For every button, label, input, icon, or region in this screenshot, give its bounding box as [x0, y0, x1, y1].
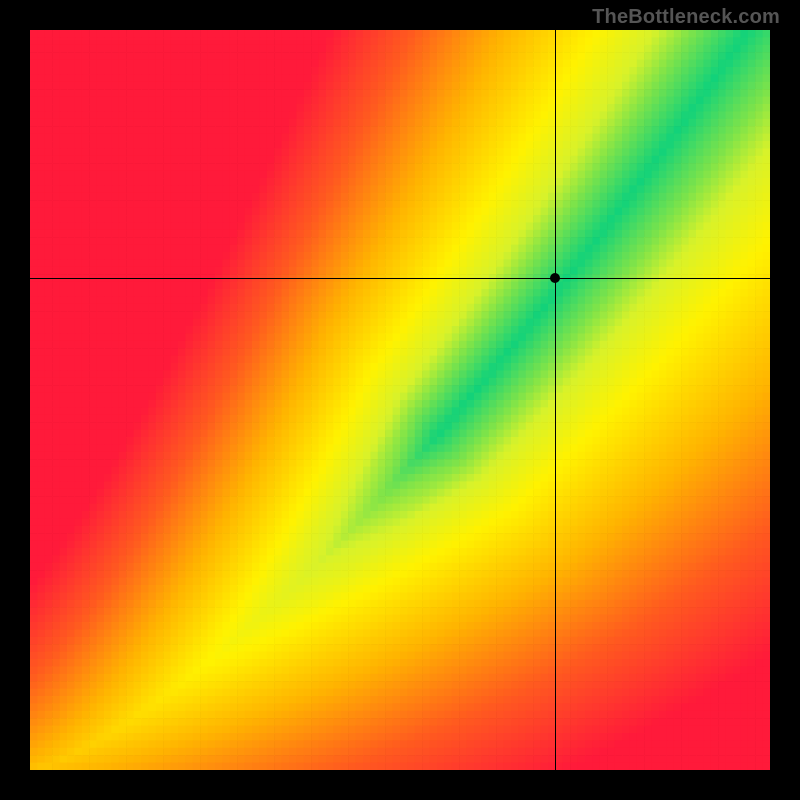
bottleneck-heatmap: [30, 30, 770, 770]
crosshair-horizontal: [30, 278, 770, 279]
heatmap-container: [30, 30, 770, 770]
marker-dot: [550, 273, 560, 283]
crosshair-vertical: [555, 30, 556, 770]
watermark-text: TheBottleneck.com: [592, 6, 780, 29]
